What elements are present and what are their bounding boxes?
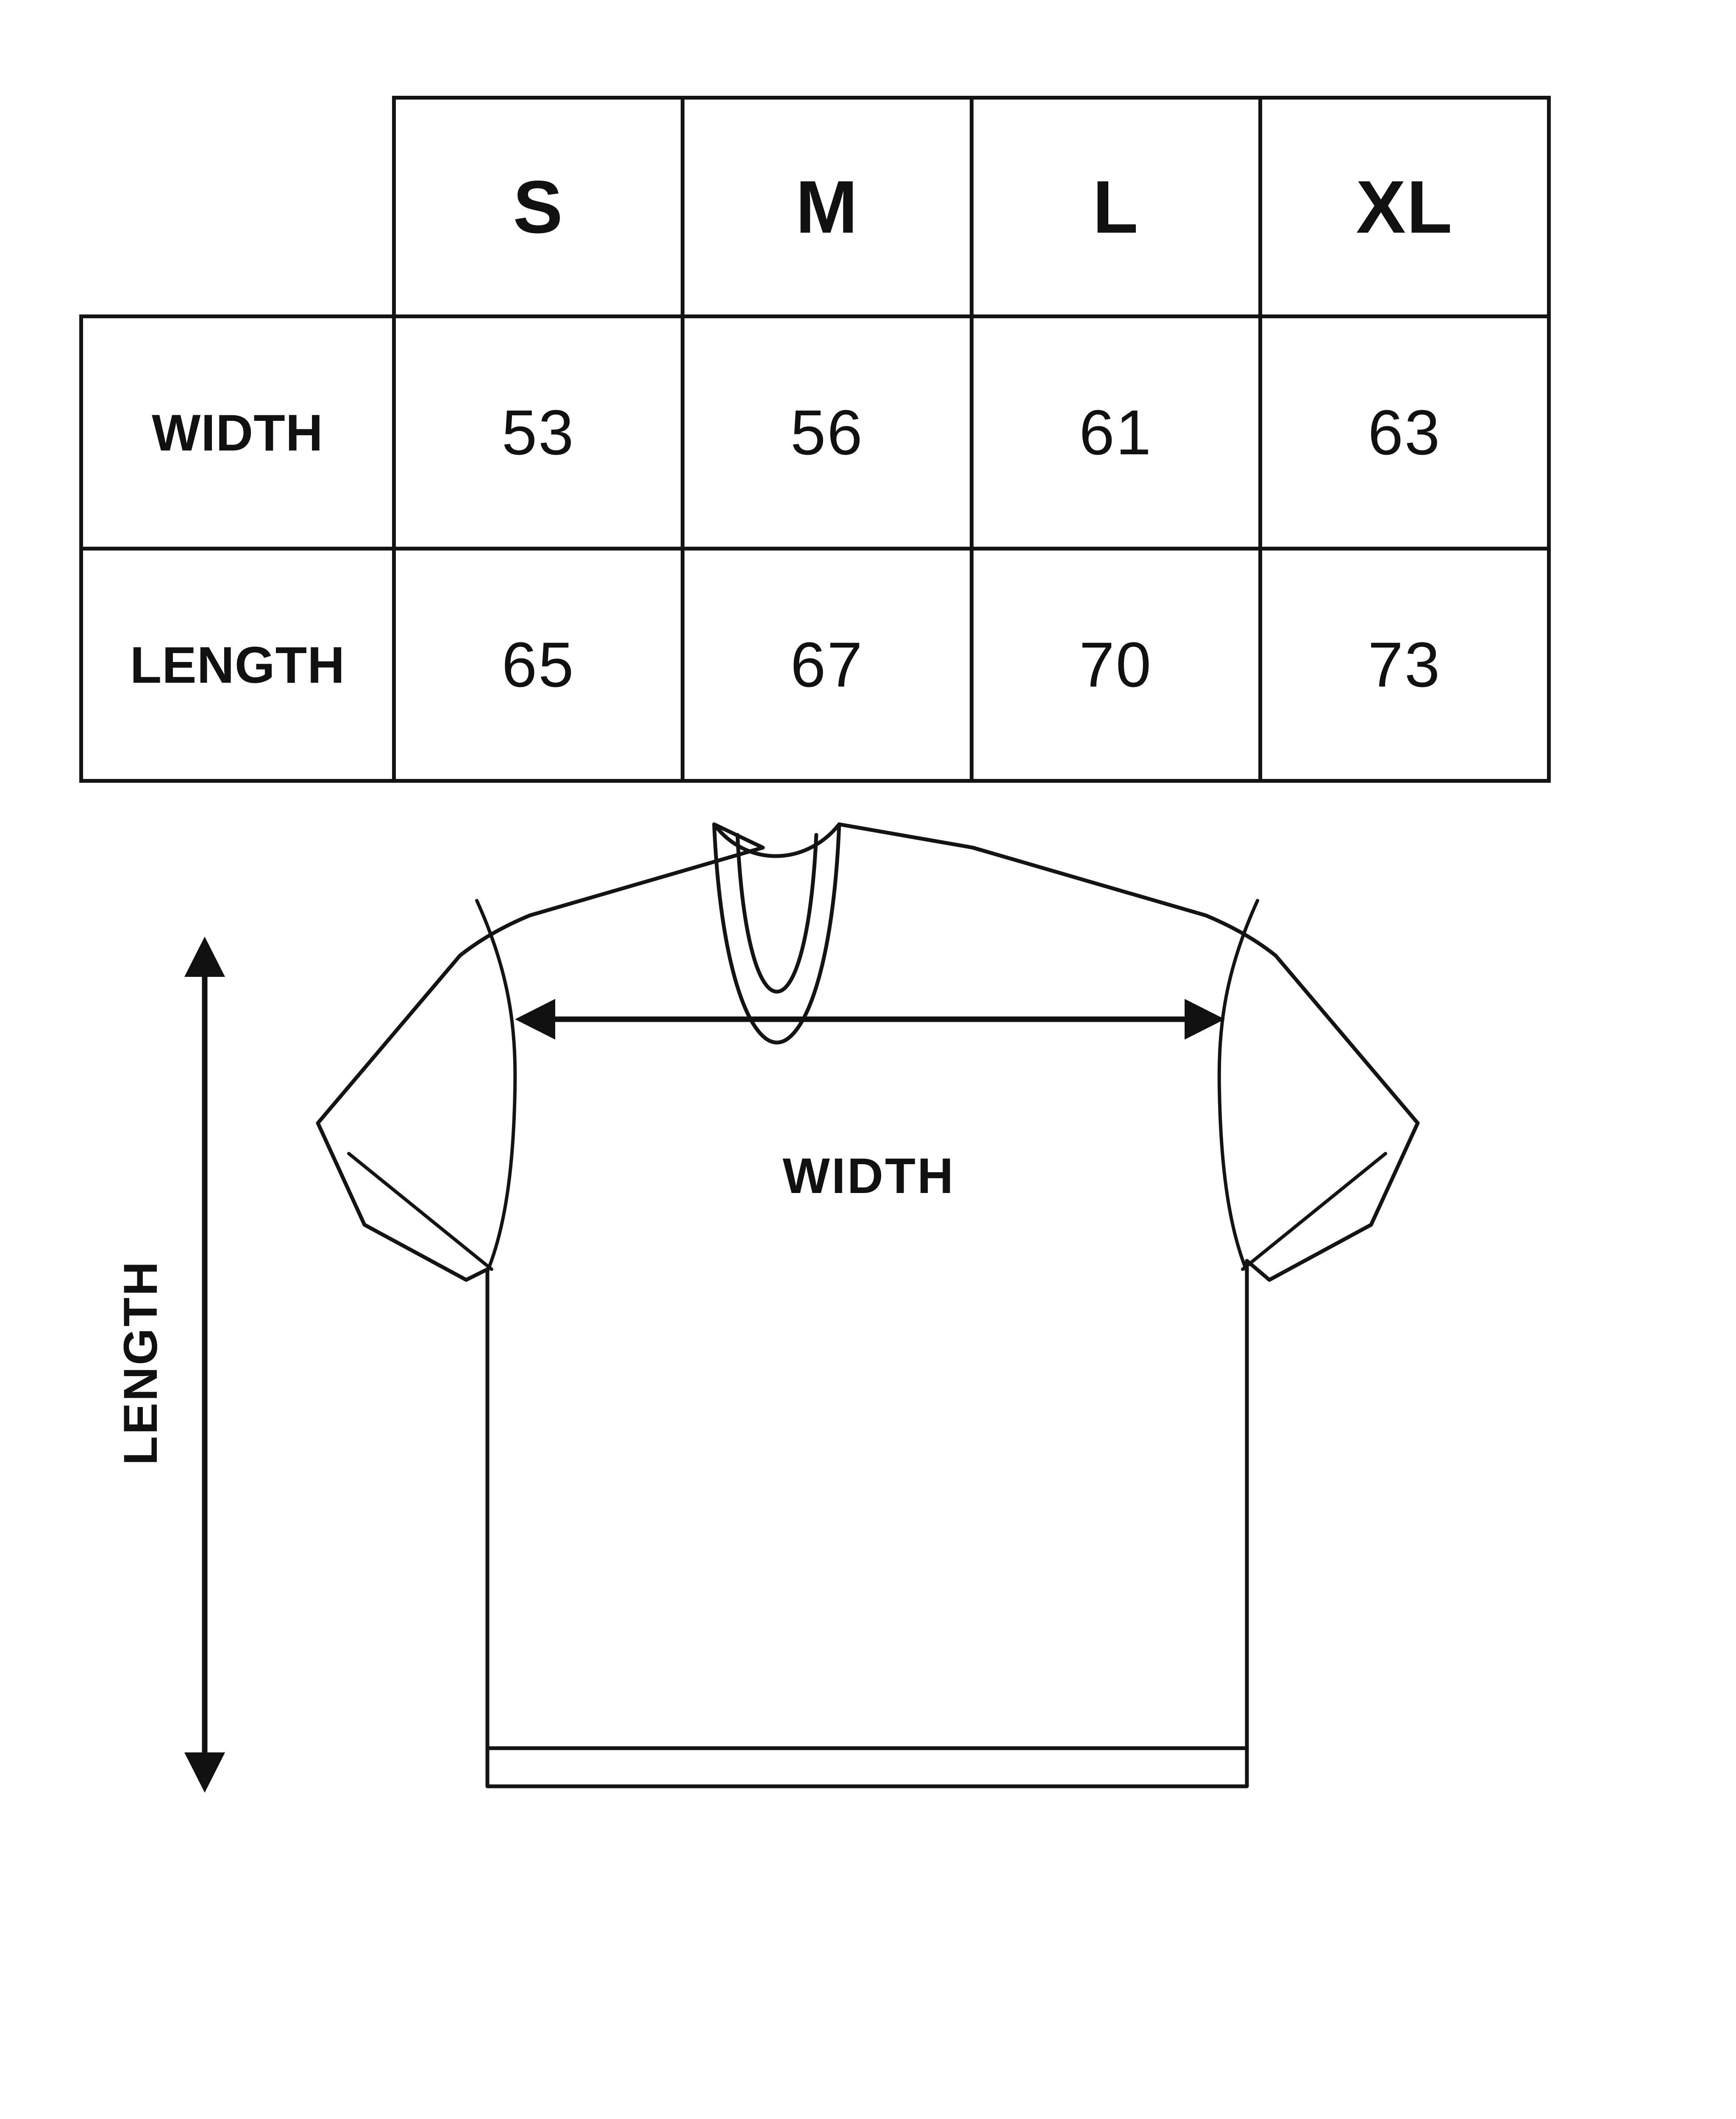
cell-width-xl: 63 <box>1258 314 1551 551</box>
left-armhole-seam <box>475 899 517 1273</box>
row-label-width: WIDTH <box>79 314 396 551</box>
column-header-size-m: M <box>681 96 974 318</box>
length-arrow-head-top <box>184 937 225 977</box>
tshirt-outline-path <box>316 822 1420 1788</box>
collar-band-outer-curve <box>712 822 841 1045</box>
table-row: WIDTH 53 56 61 63 <box>79 314 1551 551</box>
row-label-length: LENGTH <box>79 547 396 783</box>
cell-width-m: 56 <box>681 314 974 551</box>
cell-width-s: 53 <box>392 314 685 551</box>
column-header-size-l: L <box>969 96 1262 318</box>
width-dimension-arrow <box>515 999 1225 1040</box>
right-sleeve-cuff-hem <box>1241 1152 1387 1271</box>
neck-opening-inner-curve <box>735 833 818 994</box>
cell-length-m: 67 <box>681 547 974 783</box>
table-corner-cell <box>81 98 394 317</box>
cell-length-s: 65 <box>392 547 685 783</box>
table-header-row: S M L XL <box>81 96 1551 318</box>
width-dimension-label: WIDTH <box>783 1148 955 1204</box>
column-header-size-s: S <box>392 96 685 318</box>
cell-length-xl: 73 <box>1258 547 1551 783</box>
left-sleeve-cuff-hem <box>347 1152 493 1271</box>
cell-length-l: 70 <box>969 547 1262 783</box>
size-chart-table: S M L XL WIDTH 53 56 61 63 LENGTH 65 67 … <box>79 96 1551 783</box>
length-arrow-head-bottom <box>184 1752 225 1793</box>
width-arrow-head-right <box>1185 999 1225 1040</box>
table-row: LENGTH 65 67 70 73 <box>79 547 1551 783</box>
cell-width-l: 61 <box>969 314 1262 551</box>
width-arrow-head-left <box>515 999 555 1040</box>
right-armhole-seam <box>1217 899 1259 1273</box>
column-header-size-xl: XL <box>1258 96 1551 318</box>
tshirt-measurement-diagram: WIDTH LENGTH <box>0 788 1736 1865</box>
length-dimension-arrow <box>184 937 225 1793</box>
length-dimension-label: LENGTH <box>114 1260 167 1465</box>
